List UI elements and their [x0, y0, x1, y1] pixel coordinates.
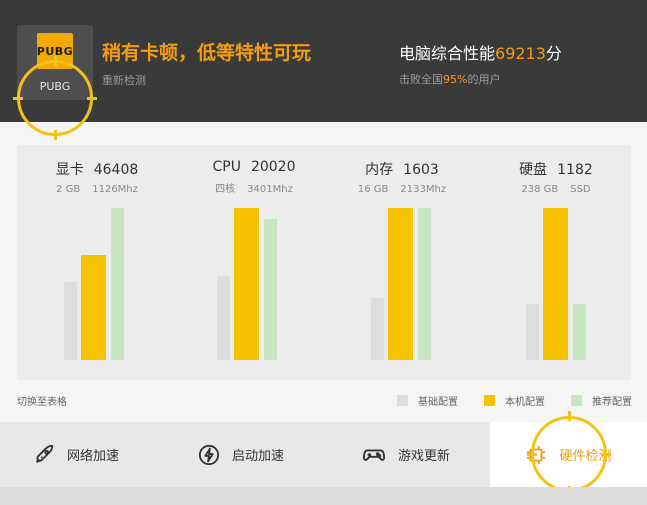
metric-name: CPU — [212, 159, 241, 175]
metric-spec: 238 GB — [521, 184, 559, 195]
rocket-icon — [36, 444, 54, 463]
metric-gpu: 显卡 46408 2 GB 1126Mhz — [27, 159, 167, 195]
bar-base — [371, 298, 384, 360]
metric-spec: 3401Mhz — [247, 184, 293, 195]
metric-cpu: CPU 20020 四核 3401Mhz — [184, 159, 324, 195]
highlight-ring — [17, 60, 93, 136]
metric-value: 20020 — [250, 159, 296, 175]
metric-value: 1182 — [557, 162, 593, 178]
bar-mine — [543, 208, 568, 360]
nav-label: 游戏更新 — [398, 449, 451, 464]
metric-spec: 四核 — [215, 184, 236, 195]
switch-to-table-link[interactable]: 切换至表格 — [17, 397, 67, 408]
overall-score: 电脑综合性能69213分 — [399, 40, 562, 64]
legend-label: 本机配置 — [505, 397, 545, 408]
metric-disk: 硬盘 1182 238 GB SSD — [486, 159, 626, 195]
metric-spec: 16 GB — [357, 184, 389, 195]
nav-label: 网络加速 — [67, 449, 120, 464]
highlight-ring-tick — [568, 411, 571, 421]
recheck-link[interactable]: 重新检测 — [102, 74, 146, 87]
highlight-ring — [531, 416, 607, 492]
legend-label: 基础配置 — [418, 397, 458, 408]
rank-line: 击败全国95%的用户 — [399, 71, 500, 87]
highlight-ring-tick — [527, 453, 537, 456]
score-value: 69213 — [495, 44, 546, 63]
bar-base — [64, 282, 77, 360]
bar-mine — [81, 255, 106, 360]
bar-mine — [234, 208, 259, 360]
bar-mine — [388, 208, 413, 360]
metric-value: 1603 — [403, 162, 439, 178]
lightning-icon — [198, 444, 220, 465]
highlight-ring-tick — [54, 130, 57, 140]
bar-recommended — [264, 219, 277, 360]
footer-strip — [0, 487, 647, 505]
legend-base: 基础配置 — [397, 393, 458, 408]
rank-suffix: 的用户 — [467, 73, 501, 86]
legend-mine: 本机配置 — [484, 393, 545, 408]
metric-name: 内存 — [365, 162, 394, 178]
highlight-ring-tick — [13, 97, 23, 100]
highlight-ring-tick — [87, 97, 97, 100]
hardware-chart-panel: 显卡 46408 2 GB 1126Mhz CPU 20020 四核 3401Mhz 内… — [17, 145, 631, 380]
bar-recommended — [573, 304, 586, 360]
gamepad-icon — [362, 449, 385, 461]
legend-label: 推荐配置 — [592, 397, 632, 408]
metric-spec: SSD — [570, 184, 591, 195]
nav-launch-boost[interactable]: 启动加速 — [198, 422, 328, 487]
metric-spec: 2 GB — [56, 184, 81, 195]
bar-base — [526, 304, 539, 360]
bar-recommended — [418, 208, 431, 360]
bar-base — [217, 276, 230, 360]
metric-spec: 2133Mhz — [400, 184, 447, 195]
legend-swatch — [484, 395, 495, 406]
metric-name: 硬盘 — [519, 162, 548, 178]
legend-swatch — [397, 395, 408, 406]
bar-recommended — [111, 208, 124, 360]
metric-name: 显卡 — [55, 162, 84, 178]
status-title: 稍有卡顿，低等特性可玩 — [102, 42, 312, 64]
nav-game-update[interactable]: 游戏更新 — [362, 422, 487, 487]
nav-label: 启动加速 — [232, 449, 285, 464]
nav-network-boost[interactable]: 网络加速 — [33, 422, 163, 487]
score-suffix: 分 — [545, 44, 562, 63]
rank-value: 95% — [443, 73, 468, 86]
rank-prefix: 击败全国 — [399, 73, 443, 86]
metric-value: 46408 — [93, 162, 139, 178]
header: PUBG PUBG 稍有卡顿，低等特性可玩 重新检测 电脑综合性能69213分 … — [0, 0, 647, 140]
highlight-ring-tick — [54, 56, 57, 66]
score-prefix: 电脑综合性能 — [399, 44, 496, 63]
metric-spec: 1126Mhz — [92, 184, 138, 195]
metric-memory: 内存 1603 16 GB 2133Mhz — [332, 159, 472, 195]
highlight-ring-tick — [601, 453, 611, 456]
legend-swatch — [571, 395, 582, 406]
legend-recommended: 推荐配置 — [571, 393, 632, 408]
